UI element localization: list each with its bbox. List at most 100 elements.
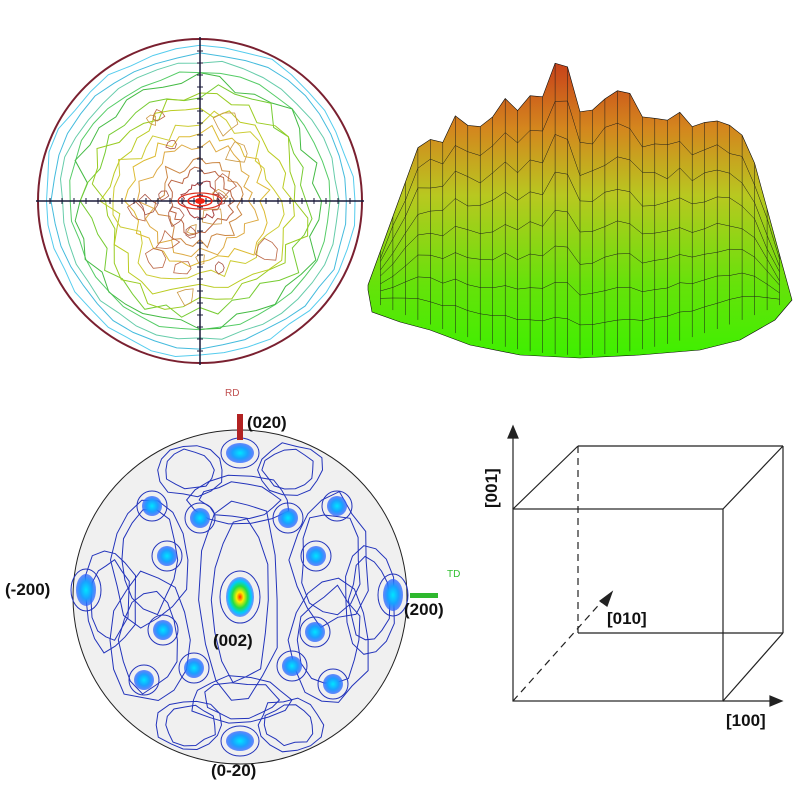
contour-island — [195, 254, 205, 266]
blue-contour — [109, 499, 189, 629]
surface-3d-plot — [367, 62, 793, 359]
center-spot-ring — [219, 570, 261, 624]
blue-contour — [204, 682, 281, 720]
spot-ring — [70, 568, 102, 612]
contour-island — [214, 173, 237, 200]
blue-contour — [117, 590, 178, 695]
labeled-pole-figure: RD TD (020) (-200) (200) (002) (0-20) — [5, 388, 460, 780]
contour-island — [137, 193, 159, 216]
blue-contour — [210, 518, 269, 684]
contour-island — [165, 140, 177, 150]
axis-ticks — [49, 50, 351, 352]
crystal-cube — [507, 424, 784, 707]
blue-contour — [287, 577, 369, 703]
center-core — [195, 198, 205, 204]
pole-spot — [226, 443, 254, 463]
contour-island — [201, 208, 222, 225]
contour-island — [185, 226, 197, 239]
spot-ring — [276, 650, 308, 682]
mesh-line — [380, 134, 780, 267]
spot-ring — [151, 540, 183, 572]
contour-island — [173, 261, 192, 275]
pole-spot — [306, 546, 326, 566]
pole-spot — [226, 731, 254, 751]
cube-edge-tl — [512, 445, 579, 510]
mesh-line — [380, 100, 780, 259]
pole-label-minus200: (-200) — [5, 580, 50, 599]
cube-front-face — [512, 508, 724, 702]
surface-mesh — [380, 63, 780, 355]
pole-spot — [134, 670, 154, 690]
mesh-line — [380, 272, 780, 296]
blue-contours — [84, 442, 395, 753]
axis-010-line — [512, 598, 605, 702]
contour-island — [176, 288, 194, 307]
spot-ring — [128, 664, 160, 696]
contour-island — [225, 141, 248, 163]
center-intensity — [177, 192, 223, 210]
contour-island — [152, 108, 166, 122]
blue-contour — [109, 570, 191, 702]
blue-contour — [257, 442, 324, 496]
pole-spot — [383, 579, 403, 611]
blue-contour — [263, 704, 314, 747]
td-marker — [410, 593, 438, 598]
spot-ring — [220, 725, 260, 757]
blue-contour — [157, 445, 223, 498]
mesh-line — [380, 210, 780, 282]
pole-spot — [278, 508, 298, 528]
contour-island — [145, 248, 167, 269]
spot-ring — [184, 502, 216, 534]
pole-label-200: (200) — [404, 600, 444, 619]
axis-label-010: [010] — [607, 609, 647, 628]
spot-ring — [300, 540, 332, 572]
mesh-line — [380, 171, 780, 272]
blue-contour — [165, 448, 215, 490]
axis-label-001: [001] — [482, 468, 501, 508]
pole-spot — [142, 496, 162, 516]
blue-contour — [198, 481, 282, 520]
axis-010-arrow — [598, 590, 614, 607]
blue-contour — [347, 555, 391, 641]
td-label: TD — [447, 569, 460, 580]
contour-island — [168, 206, 185, 228]
cube-edge-tr — [722, 445, 784, 510]
pole-spot — [282, 656, 302, 676]
blue-contour — [191, 675, 293, 724]
center-ring — [187, 195, 213, 207]
contour-island — [155, 229, 181, 249]
contour-island — [216, 191, 226, 206]
axis-001-arrow — [507, 424, 519, 439]
spot-ring — [272, 502, 304, 534]
pole-spot — [76, 574, 96, 606]
contour-island — [186, 224, 197, 235]
mesh-line — [380, 295, 780, 326]
contour-island — [158, 190, 170, 201]
spot-ring — [317, 668, 349, 700]
blue-contour — [155, 700, 223, 751]
center-spot — [226, 577, 254, 617]
axis-label-100: [100] — [726, 711, 766, 730]
contour-island — [126, 201, 146, 222]
pole-spots — [70, 437, 409, 757]
pole-spot — [157, 546, 177, 566]
pole-label-020: (020) — [247, 413, 287, 432]
blue-contour — [288, 490, 369, 629]
contour-island — [214, 261, 225, 275]
rd-label: RD — [225, 388, 239, 399]
spot-ring — [299, 616, 331, 648]
axis-100-arrow — [769, 695, 784, 707]
pole-spot — [305, 622, 325, 642]
spot-ring — [147, 614, 179, 646]
blue-contour — [261, 448, 314, 490]
pole-spot — [327, 496, 347, 516]
rd-marker — [237, 414, 243, 440]
blue-contour — [185, 474, 290, 525]
contour-island — [145, 114, 157, 126]
blue-contour — [296, 584, 361, 684]
blue-contour — [257, 697, 325, 753]
center-ring — [177, 192, 223, 210]
cube-edge-br — [722, 632, 784, 702]
contour-island — [212, 112, 239, 137]
